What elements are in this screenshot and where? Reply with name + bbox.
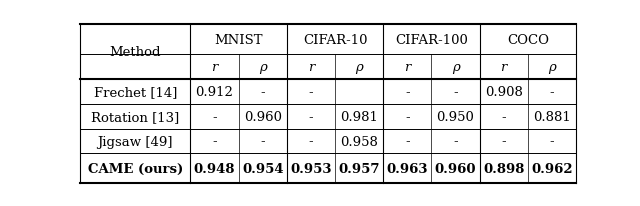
- Text: -: -: [405, 135, 410, 148]
- Text: 0.958: 0.958: [340, 135, 378, 148]
- Text: 0.960: 0.960: [435, 162, 476, 175]
- Text: ρ: ρ: [259, 61, 267, 74]
- Text: -: -: [501, 135, 506, 148]
- Text: -: -: [405, 85, 410, 98]
- Text: -: -: [308, 110, 313, 123]
- Text: ρ: ρ: [548, 61, 556, 74]
- Text: -: -: [453, 85, 458, 98]
- Text: -: -: [501, 110, 506, 123]
- Text: -: -: [260, 135, 265, 148]
- Text: -: -: [550, 135, 554, 148]
- Text: r: r: [404, 61, 410, 74]
- Text: CAME (ours): CAME (ours): [88, 162, 183, 175]
- Text: 0.898: 0.898: [483, 162, 524, 175]
- Text: 0.962: 0.962: [531, 162, 573, 175]
- Text: r: r: [308, 61, 314, 74]
- Text: 0.957: 0.957: [339, 162, 380, 175]
- Text: 0.881: 0.881: [533, 110, 571, 123]
- Text: 0.954: 0.954: [242, 162, 284, 175]
- Text: 0.950: 0.950: [436, 110, 474, 123]
- Text: -: -: [308, 85, 313, 98]
- Text: 0.948: 0.948: [194, 162, 236, 175]
- Text: COCO: COCO: [507, 33, 549, 46]
- Text: CIFAR-10: CIFAR-10: [303, 33, 367, 46]
- Text: 0.912: 0.912: [196, 85, 234, 98]
- Text: 0.908: 0.908: [484, 85, 523, 98]
- Text: 0.953: 0.953: [290, 162, 332, 175]
- Text: -: -: [308, 135, 313, 148]
- Text: 0.963: 0.963: [387, 162, 428, 175]
- Text: 0.960: 0.960: [244, 110, 282, 123]
- Text: -: -: [453, 135, 458, 148]
- Text: -: -: [550, 85, 554, 98]
- Text: Frechet [14]: Frechet [14]: [93, 85, 177, 98]
- Text: 0.981: 0.981: [340, 110, 378, 123]
- Text: CIFAR-100: CIFAR-100: [395, 33, 468, 46]
- Text: -: -: [260, 85, 265, 98]
- Text: Jigsaw [49]: Jigsaw [49]: [97, 135, 173, 148]
- Text: Rotation [13]: Rotation [13]: [91, 110, 179, 123]
- Text: MNIST: MNIST: [214, 33, 263, 46]
- Text: ρ: ρ: [452, 61, 460, 74]
- Text: -: -: [405, 110, 410, 123]
- Text: r: r: [500, 61, 507, 74]
- Text: -: -: [212, 135, 217, 148]
- Text: -: -: [212, 110, 217, 123]
- Text: Method: Method: [109, 46, 161, 59]
- Text: r: r: [211, 61, 218, 74]
- Text: ρ: ρ: [355, 61, 363, 74]
